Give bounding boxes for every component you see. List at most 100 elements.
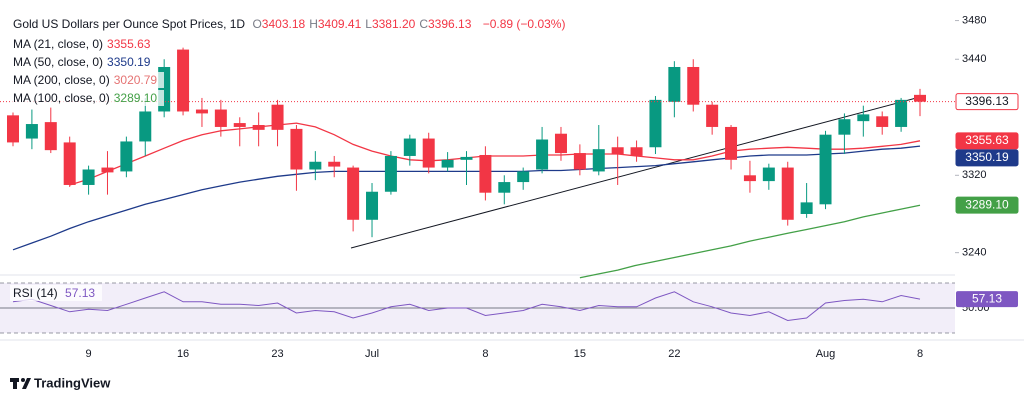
candle-body: [366, 191, 379, 220]
x-tick-label: Jul: [365, 348, 379, 360]
rsi-line: [12, 291, 921, 322]
candle-body: [195, 109, 208, 114]
candle-body: [668, 66, 681, 102]
candle-body: [876, 116, 889, 127]
legend-item: MA (100, close, 0) 3289.10: [10, 90, 165, 106]
y-tick-label: 3440: [962, 53, 986, 65]
ohlc-letter: L: [365, 17, 372, 31]
candle-body: [536, 139, 549, 170]
candle-body: [611, 147, 624, 155]
candle-body: [309, 161, 322, 170]
candle-body: [214, 109, 227, 127]
legend-value: 3020.79: [113, 73, 158, 87]
price-badge: 3396.13: [955, 93, 1019, 111]
candle-body: [687, 66, 700, 105]
x-tick-label: 8: [482, 348, 488, 360]
candle-body: [120, 141, 133, 172]
rsi-value: 57.13: [65, 286, 96, 300]
candle-body: [914, 94, 926, 102]
candle-body: [101, 167, 114, 173]
candle-body: [271, 104, 284, 130]
candle-body: [44, 122, 57, 151]
ohlc: O3403.18 H3409.41 L3381.20 C3396.13: [252, 17, 475, 31]
price-badge: 3350.19: [955, 149, 1019, 167]
ohlc-value: 3403.18: [261, 17, 306, 31]
y-tick-label: 3480: [962, 14, 986, 26]
candle-body: [82, 169, 95, 185]
legend-item: MA (50, close, 0) 3350.19: [10, 54, 158, 70]
legend-name: MA (100, close, 0): [13, 91, 110, 105]
x-tick-label: 15: [574, 348, 586, 360]
legend-name: MA (50, close, 0): [13, 55, 104, 69]
candle-body: [895, 99, 908, 127]
ohlc-letter: O: [252, 17, 262, 31]
badge-label: 57.13: [972, 291, 1002, 305]
candle-body: [725, 126, 738, 160]
candle-body: [290, 128, 303, 170]
badge-box: [956, 291, 1018, 308]
candle-body: [649, 99, 662, 148]
candle-body: [63, 142, 76, 185]
badge-box: [955, 149, 1019, 167]
badge-label: 3350.19: [965, 150, 1009, 164]
x-tick-label: 16: [177, 348, 189, 360]
candle-body: [177, 49, 190, 112]
candle-body: [517, 171, 530, 183]
header: Gold US Dollars per Ounce Spot Prices, 1…: [10, 16, 573, 32]
candle-body: [384, 155, 397, 192]
ohlc-letter: C: [419, 17, 428, 31]
logo-part: [22, 378, 31, 389]
x-tick-label: Aug: [816, 348, 836, 360]
legend-item: MA (200, close, 0) 3020.79: [10, 72, 165, 88]
ohlc-value: 3409.41: [317, 17, 362, 31]
legend-name: MA (21, close, 0): [13, 37, 104, 51]
x-tick-label: 22: [668, 348, 680, 360]
candle-body: [573, 153, 586, 170]
candle-body: [347, 167, 360, 220]
badge-box: [955, 93, 1019, 111]
candle-body: [706, 104, 719, 127]
rsi-legend: RSI (14) 57.13: [10, 285, 103, 301]
candle-body: [554, 133, 567, 154]
candle-body: [800, 202, 813, 214]
candle-body: [403, 138, 416, 156]
candle-body: [762, 167, 775, 182]
candle-body: [781, 167, 794, 220]
candle-body: [743, 175, 756, 182]
badge-box: [955, 132, 1019, 150]
candle-body: [819, 134, 832, 205]
badge-box: [955, 196, 1019, 214]
rsi-name: RSI (14): [13, 286, 58, 300]
candle-body: [25, 124, 38, 139]
candle-body: [479, 154, 492, 193]
legend-value: 3350.19: [107, 55, 151, 69]
candle-body: [630, 147, 643, 156]
badge-label: 3396.13: [965, 94, 1009, 108]
candle-body: [498, 182, 511, 193]
ohlc-value: 3396.13: [428, 17, 472, 31]
candle-body: [838, 119, 851, 135]
change: −0.89 (−0.03%): [482, 17, 566, 31]
x-tick-label: 8: [917, 348, 923, 360]
ma-line: [579, 204, 921, 279]
price-badge: 3289.10: [955, 196, 1019, 214]
brand-name: TradingView: [34, 375, 111, 390]
legend-item: MA (21, close, 0) 3355.63: [10, 36, 158, 52]
logo-part: [21, 378, 25, 382]
candle-body: [328, 161, 341, 167]
brand-logo: [10, 378, 31, 389]
price-badge: 3355.63: [955, 132, 1019, 150]
candle-body: [252, 125, 265, 130]
candle-body: [592, 149, 605, 172]
candle-body: [857, 114, 870, 122]
logo-part: [13, 378, 17, 389]
rsi-badge: 57.13: [956, 291, 1018, 308]
legend-value: 3289.10: [113, 91, 158, 105]
ohlc-value: 3381.20: [371, 17, 416, 31]
candle-body: [422, 138, 435, 168]
candle-body: [460, 156, 473, 160]
candle-body: [441, 159, 454, 168]
badge-label: 3289.10: [965, 197, 1009, 211]
legend-value: 3355.63: [107, 37, 151, 51]
